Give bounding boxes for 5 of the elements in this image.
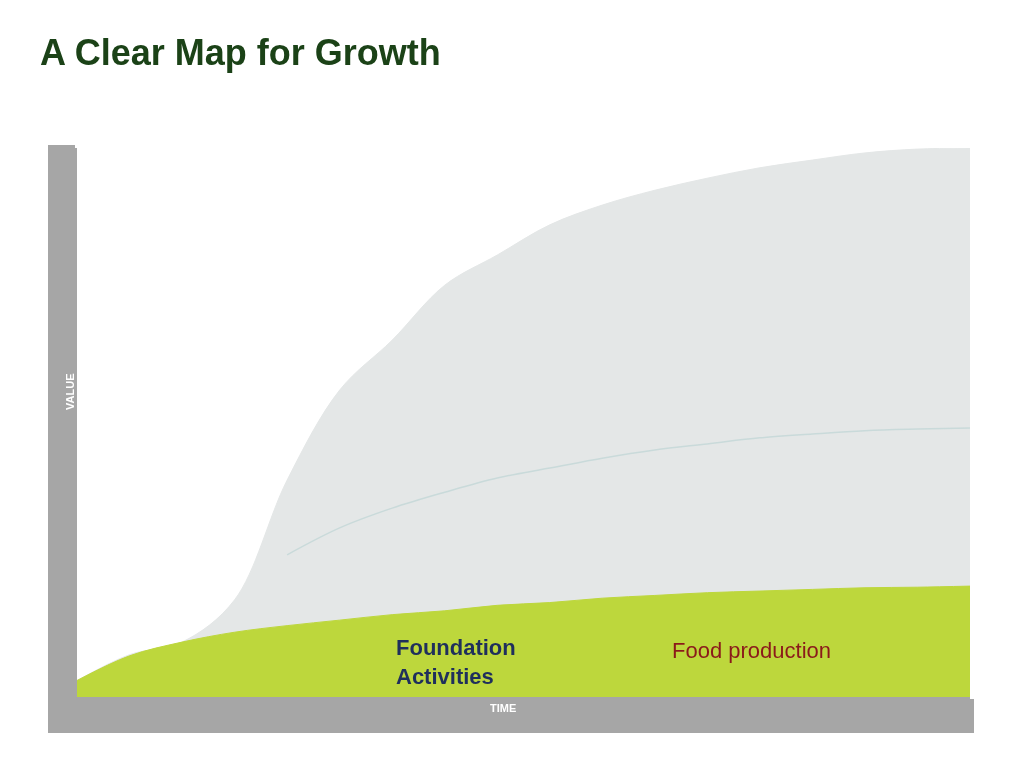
x-axis-title: TIME (490, 702, 517, 714)
annotation: Food production (672, 638, 831, 663)
annotation: Foundation Activities (396, 635, 516, 689)
y-axis-title: VALUE (64, 373, 76, 410)
chart-title: A Clear Map for Growth (40, 31, 441, 73)
